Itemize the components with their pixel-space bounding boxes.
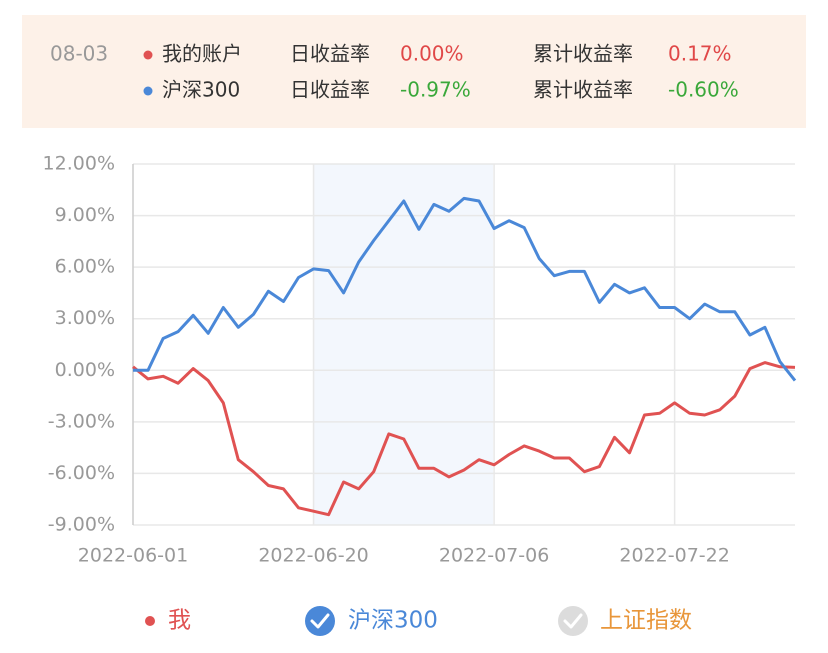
check-mark — [563, 613, 583, 629]
tooltip-total-label: 累计收益率 — [533, 42, 633, 66]
y-tick-label: 9.00% — [55, 204, 115, 226]
y-tick-label: 3.00% — [55, 307, 115, 329]
check-mark — [310, 613, 330, 629]
tooltip-total-label: 累计收益率 — [533, 78, 633, 102]
y-tick-label: -9.00% — [48, 514, 115, 536]
legend-check[interactable] — [305, 606, 335, 636]
x-tick-label: 2022-07-06 — [439, 545, 549, 567]
legend-check[interactable] — [558, 606, 588, 636]
tooltip-daily-label: 日收益率 — [290, 42, 370, 66]
tooltip-box — [22, 15, 806, 128]
y-tick-label: 6.00% — [55, 256, 115, 278]
tooltip-daily-label: 日收益率 — [290, 78, 370, 102]
tooltip-name: 我的账户 — [162, 42, 242, 66]
y-tick-label: -3.00% — [48, 410, 115, 432]
legend-label[interactable]: 上证指数 — [600, 608, 692, 634]
y-tick-label: -6.00% — [48, 462, 115, 484]
tooltip-dot — [143, 50, 153, 60]
legend-label[interactable]: 我 — [168, 608, 191, 634]
tooltip-total: -0.60% — [668, 78, 739, 102]
tooltip-name: 沪深300 — [162, 78, 240, 102]
series-line — [132, 361, 796, 517]
y-tick-label: 12.00% — [43, 153, 115, 175]
x-tick-label: 2022-06-01 — [78, 545, 188, 567]
legend-label[interactable]: 沪深300 — [348, 608, 438, 634]
x-tick-label: 2022-06-20 — [258, 545, 368, 567]
tooltip-total: 0.17% — [668, 42, 732, 66]
tooltip-daily: 0.00% — [400, 42, 464, 66]
tooltip-date: 08-03 — [50, 42, 108, 66]
tooltip-dot — [143, 86, 153, 96]
series-line — [133, 196, 797, 382]
y-tick-label: 0.00% — [55, 359, 115, 381]
x-tick-label: 2022-07-22 — [619, 545, 729, 567]
legend-dot — [145, 616, 155, 626]
tooltip-daily: -0.97% — [400, 78, 471, 102]
highlight-band — [313, 164, 493, 525]
